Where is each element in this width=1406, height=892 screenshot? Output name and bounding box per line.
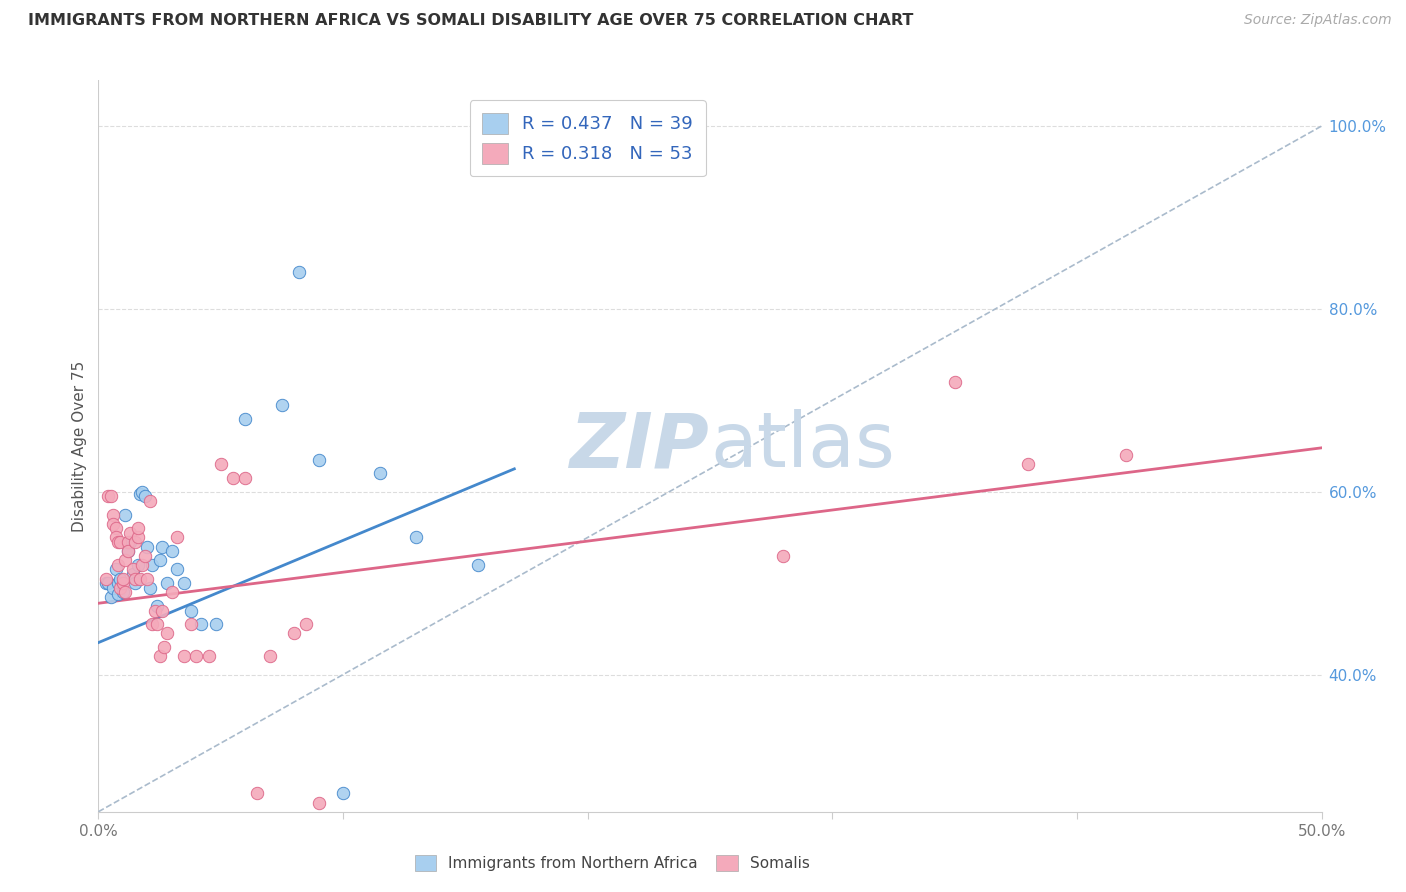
Point xyxy=(121,567,143,582)
Point xyxy=(117,544,139,558)
Point xyxy=(166,530,188,544)
Point xyxy=(139,494,162,508)
Text: IMMIGRANTS FROM NORTHERN AFRICA VS SOMALI DISABILITY AGE OVER 75 CORRELATION CHA: IMMIGRANTS FROM NORTHERN AFRICA VS SOMAL… xyxy=(28,13,914,29)
Point xyxy=(127,521,149,535)
Point xyxy=(94,576,117,591)
Point xyxy=(97,489,120,503)
Point xyxy=(117,535,139,549)
Point xyxy=(100,489,122,503)
Point xyxy=(97,576,120,591)
Point xyxy=(1017,457,1039,471)
Point xyxy=(129,572,152,586)
Point xyxy=(146,599,169,613)
Point xyxy=(149,553,172,567)
Point xyxy=(186,649,208,664)
Point xyxy=(160,585,183,599)
Point xyxy=(288,265,311,279)
Point xyxy=(114,508,136,522)
Text: ZIP: ZIP xyxy=(571,409,710,483)
Point xyxy=(180,604,202,618)
Point xyxy=(772,549,794,563)
Point xyxy=(166,562,188,576)
Point xyxy=(114,553,136,567)
Point xyxy=(134,489,156,503)
Point xyxy=(283,626,305,640)
Point xyxy=(107,535,129,549)
Point xyxy=(136,540,159,554)
Point xyxy=(143,604,166,618)
Point xyxy=(104,562,127,576)
Point xyxy=(107,587,129,601)
Point xyxy=(1115,448,1137,462)
Point xyxy=(308,452,330,467)
Point xyxy=(94,572,117,586)
Point xyxy=(110,581,132,595)
Point xyxy=(120,535,142,549)
Point xyxy=(205,617,228,632)
Point xyxy=(131,558,153,572)
Point xyxy=(156,576,179,591)
Point xyxy=(405,530,427,544)
Point xyxy=(160,544,183,558)
Point xyxy=(127,530,149,544)
Point xyxy=(139,581,162,595)
Point xyxy=(117,544,139,558)
Point xyxy=(150,604,173,618)
Point xyxy=(270,398,294,412)
Point xyxy=(107,558,129,572)
Point xyxy=(100,590,122,604)
Text: Source: ZipAtlas.com: Source: ZipAtlas.com xyxy=(1244,13,1392,28)
Point xyxy=(111,572,134,586)
Point xyxy=(233,411,256,425)
Point xyxy=(131,484,153,499)
Point xyxy=(111,585,134,599)
Point xyxy=(153,640,176,655)
Point xyxy=(222,471,245,485)
Point xyxy=(141,617,163,632)
Point xyxy=(141,558,163,572)
Point xyxy=(104,521,127,535)
Point xyxy=(149,649,172,664)
Text: atlas: atlas xyxy=(710,409,894,483)
Point xyxy=(467,558,489,572)
Legend: Immigrants from Northern Africa, Somalis: Immigrants from Northern Africa, Somalis xyxy=(409,849,815,877)
Point xyxy=(943,375,966,389)
Point xyxy=(150,540,173,554)
Point xyxy=(110,572,132,586)
Y-axis label: Disability Age Over 75: Disability Age Over 75 xyxy=(72,360,87,532)
Point xyxy=(127,558,149,572)
Point xyxy=(101,516,124,531)
Point xyxy=(180,617,202,632)
Point xyxy=(121,562,143,576)
Point xyxy=(209,457,232,471)
Point xyxy=(104,530,127,544)
Point xyxy=(295,617,318,632)
Point xyxy=(308,796,330,810)
Point xyxy=(259,649,281,664)
Point xyxy=(146,617,169,632)
Point xyxy=(136,572,159,586)
Point xyxy=(101,581,124,595)
Point xyxy=(173,649,195,664)
Point xyxy=(111,576,134,591)
Point xyxy=(129,486,152,500)
Point xyxy=(124,535,146,549)
Point xyxy=(124,576,146,591)
Point xyxy=(120,525,142,540)
Point xyxy=(114,585,136,599)
Point xyxy=(134,549,156,563)
Point xyxy=(110,535,132,549)
Point xyxy=(368,467,391,481)
Point xyxy=(173,576,195,591)
Point xyxy=(233,471,256,485)
Point xyxy=(332,787,354,801)
Point xyxy=(156,626,179,640)
Point xyxy=(190,617,212,632)
Point xyxy=(246,787,269,801)
Point xyxy=(107,576,129,591)
Point xyxy=(101,508,124,522)
Point xyxy=(124,572,146,586)
Point xyxy=(197,649,219,664)
